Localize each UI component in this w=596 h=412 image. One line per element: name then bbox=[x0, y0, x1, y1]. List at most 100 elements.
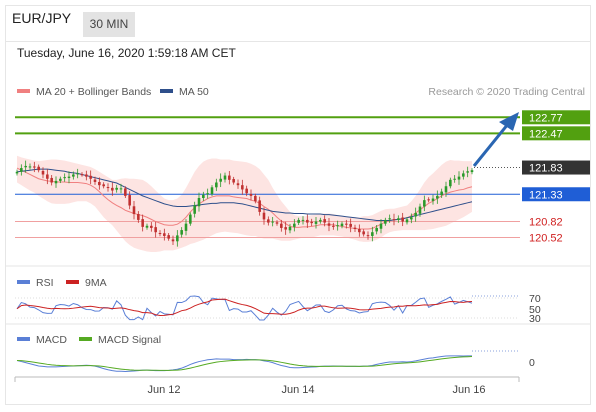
chart-frame bbox=[5, 5, 591, 405]
level-label-bg bbox=[522, 160, 590, 175]
candle-body bbox=[249, 193, 253, 196]
candle-body bbox=[418, 206, 422, 214]
candle-body bbox=[267, 219, 270, 223]
candle-body bbox=[258, 200, 261, 212]
candle-body bbox=[245, 188, 248, 194]
macd-tick-0: 0 bbox=[529, 357, 535, 369]
candle-body bbox=[150, 225, 153, 228]
candle-body bbox=[124, 188, 127, 196]
candle-body bbox=[436, 195, 439, 199]
candle-body bbox=[115, 187, 118, 190]
candle-body bbox=[336, 225, 339, 227]
candle-body bbox=[405, 219, 409, 223]
level-label-support: 120.82 bbox=[529, 217, 563, 229]
legend-macd-label: MACD bbox=[36, 334, 67, 346]
candle-body bbox=[375, 227, 378, 232]
candle-body bbox=[444, 186, 448, 193]
candle-body bbox=[219, 178, 222, 182]
macd-signal-line bbox=[16, 356, 473, 371]
candle-body bbox=[288, 226, 292, 231]
candle-body bbox=[310, 221, 313, 224]
candle-body bbox=[254, 195, 257, 202]
candle-body bbox=[137, 214, 140, 220]
candle-body bbox=[319, 219, 322, 222]
candle-body bbox=[154, 227, 157, 233]
candle-body bbox=[228, 175, 231, 180]
candle-body bbox=[241, 185, 244, 190]
bollinger-band bbox=[17, 155, 472, 252]
candle-body bbox=[280, 223, 283, 228]
candle-body bbox=[301, 219, 305, 221]
candle-body bbox=[41, 171, 45, 175]
rsi-line bbox=[16, 295, 473, 321]
candle-body bbox=[15, 171, 19, 174]
candle-body bbox=[232, 179, 235, 183]
timeframe-button[interactable]: 30 MIN bbox=[83, 12, 135, 37]
candle-body bbox=[132, 206, 136, 215]
timestamp: Tuesday, June 16, 2020 1:59:18 AM CET bbox=[17, 46, 236, 60]
level-labels: 122.77 122.47 121.83 121.33 120.82 120.52 bbox=[522, 110, 590, 245]
candle-body bbox=[384, 219, 387, 224]
candle-body bbox=[215, 182, 218, 188]
legend-macd-signal-label: MACD Signal bbox=[98, 334, 161, 346]
research-credit: Research © 2020 Trading Central bbox=[428, 86, 585, 98]
candle-body bbox=[349, 223, 352, 227]
candlesticks bbox=[15, 160, 474, 247]
candle-body bbox=[89, 175, 92, 179]
candle-body bbox=[76, 173, 79, 175]
candle-body bbox=[453, 178, 456, 180]
level-label-resistance: 122.77 bbox=[529, 112, 563, 124]
price-levels bbox=[15, 116, 520, 239]
level-label-last: 121.83 bbox=[529, 163, 563, 175]
candle-body bbox=[236, 183, 240, 186]
candle-body bbox=[449, 179, 452, 187]
legend-rsi-ma-label: 9MA bbox=[85, 277, 107, 289]
rsi-tick-30: 30 bbox=[529, 313, 541, 325]
candle-body bbox=[271, 221, 274, 223]
rsi-ma-line bbox=[16, 298, 473, 316]
candle-body bbox=[145, 225, 149, 228]
candle-body bbox=[366, 235, 370, 237]
candle-body bbox=[206, 193, 209, 195]
candle-body bbox=[50, 177, 53, 183]
candle-body bbox=[33, 166, 36, 168]
candle-body bbox=[98, 181, 101, 186]
candle-body bbox=[397, 218, 400, 220]
candle-body bbox=[457, 176, 461, 180]
legend-bollinger-label: MA 20 + Bollinger Bands bbox=[36, 86, 151, 98]
rsi-tick-50: 50 bbox=[529, 304, 541, 316]
candle-body bbox=[63, 177, 66, 179]
candle-body bbox=[293, 223, 296, 227]
candle-body bbox=[462, 173, 465, 177]
candle-body bbox=[163, 233, 166, 236]
candle-body bbox=[340, 223, 344, 227]
candle-body bbox=[327, 223, 331, 226]
candle-body bbox=[184, 223, 188, 231]
candle-body bbox=[141, 219, 144, 227]
candle-body bbox=[345, 223, 348, 225]
candle-body bbox=[59, 178, 62, 181]
ma50-line bbox=[16, 168, 473, 221]
moving-averages bbox=[16, 167, 473, 230]
candle-body bbox=[353, 227, 357, 229]
candle-body bbox=[262, 212, 266, 220]
rsi-tick-70: 70 bbox=[529, 293, 541, 305]
candle-body bbox=[106, 187, 110, 189]
candle-body bbox=[202, 194, 205, 198]
forecast-arrowhead bbox=[499, 112, 519, 131]
candle-body bbox=[379, 223, 383, 229]
level-label-pivot: 121.33 bbox=[529, 189, 563, 201]
candle-body bbox=[410, 217, 413, 220]
level-label-bg bbox=[522, 110, 590, 125]
candle-body bbox=[362, 231, 365, 235]
level-label-support: 120.52 bbox=[529, 233, 563, 245]
candle-body bbox=[111, 187, 114, 191]
x-tick-jun-16: Jun 16 bbox=[452, 384, 485, 396]
candle-body bbox=[314, 221, 318, 224]
candle-body bbox=[414, 212, 417, 217]
candle-body bbox=[119, 188, 123, 190]
candle-body bbox=[28, 166, 32, 168]
x-tick-jun-12: Jun 12 bbox=[147, 384, 180, 396]
candle-body bbox=[470, 170, 474, 173]
